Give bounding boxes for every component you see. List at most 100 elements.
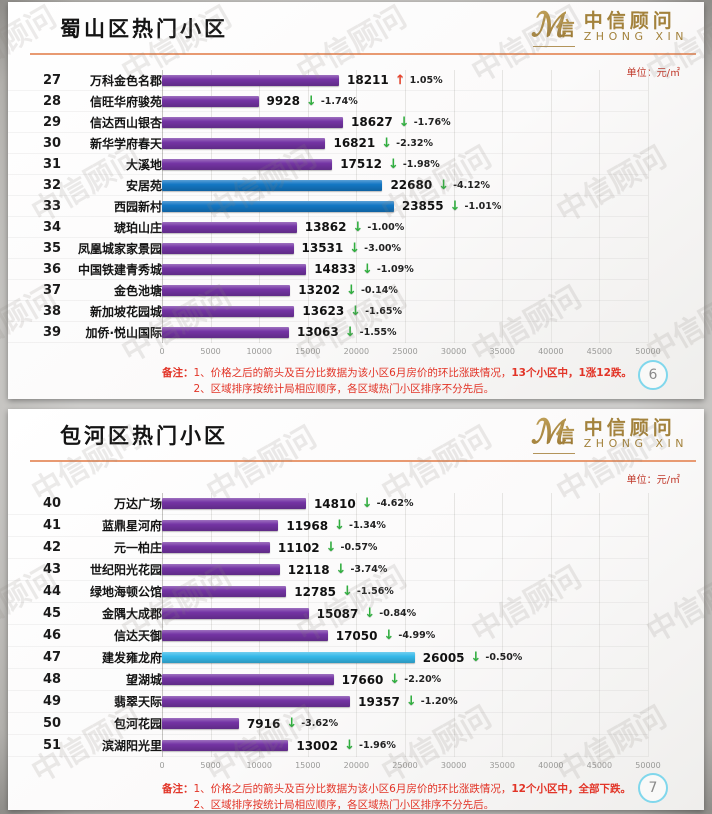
bar-track: 11102 ↓ -0.57%: [162, 541, 648, 555]
x-axis-tick: 50000: [635, 347, 661, 356]
title-underline: [30, 53, 696, 55]
bar-track: 11968 ↓ -1.34%: [162, 519, 648, 533]
brand-name-en: ZHONG XIN: [583, 437, 688, 451]
trend-down-icon: ↓: [334, 518, 345, 533]
chart-row: 43 世纪阳光花园 12118 ↓ -3.74%: [8, 559, 648, 581]
price-value: 17050: [335, 628, 378, 643]
bar-track: 19357 ↓ -1.20%: [162, 695, 648, 709]
page-number-badge: 7: [638, 773, 668, 803]
price-value: 14833: [314, 262, 356, 276]
community-name: 金隅大成郡: [101, 607, 162, 621]
x-axis-tick: 30000: [440, 347, 467, 356]
x-axis-tick: 20000: [343, 347, 370, 356]
price-value: 13623: [302, 304, 345, 318]
x-axis-tick: 25000: [392, 347, 418, 356]
bar-track: 13002 ↓ -1.96%: [162, 739, 648, 753]
bar-track: 18627 ↓ -1.76%: [162, 115, 648, 129]
chart-row: 49 翡翠天际 19357 ↓ -1.20%: [8, 691, 648, 713]
bar-track: 12785 ↓ -1.56%: [162, 585, 648, 599]
community-name: 信达西山银杏: [89, 115, 162, 130]
change-percent: -0.14%: [360, 284, 398, 296]
community-name: 万科金色名郡: [89, 73, 162, 88]
gridline: [356, 493, 358, 757]
bar-track: 17050 ↓ -4.99%: [162, 629, 648, 643]
bar-chart: 27 万科金色名郡 18211 ↑ 1.05% 28 信旺华府骏苑 9928 ↓ -1.74% 29…: [8, 70, 648, 343]
trend-down-icon: ↓: [389, 672, 401, 687]
brand-name-cn: 中信顾问: [583, 416, 676, 439]
x-axis-tick: 30000: [440, 761, 467, 770]
price-value: 23855: [401, 199, 444, 213]
gridline: [210, 493, 212, 757]
bar-track: 13063 ↓ -1.55%: [162, 325, 648, 339]
community-name: 金色池塘: [113, 283, 162, 298]
title-underline: [30, 460, 696, 462]
row-rank: 50: [43, 716, 62, 731]
brand-name-cn: 中信顾问: [583, 9, 676, 32]
price-value: 16821: [333, 136, 376, 150]
footnote: 备注： 1、价格之后的箭头及百分比数据为该小区6月房价的环比涨跌情况，12个小区…: [162, 783, 631, 812]
price-value: 7916: [246, 716, 281, 731]
trend-down-icon: ↓: [286, 716, 298, 731]
footnote: 备注： 1、价格之后的箭头及百分比数据为该小区6月房价的环比涨跌情况，13个小区…: [162, 367, 632, 396]
change-percent: -1.00%: [367, 221, 405, 233]
change-percent: -3.62%: [301, 718, 339, 729]
community-name: 西园新村: [113, 199, 162, 214]
x-axis-tick: 5000: [200, 347, 221, 356]
price-value: 17512: [340, 157, 382, 171]
slide-title: 包河区热门小区: [60, 424, 228, 448]
row-rank: 45: [43, 606, 62, 621]
chart-row: 27 万科金色名郡 18211 ↑ 1.05%: [8, 70, 648, 91]
row-rank: 46: [43, 628, 62, 643]
chart-row: 46 信达天御 17050 ↓ -4.99%: [8, 625, 648, 647]
bar-track: 12118 ↓ -3.74%: [162, 563, 648, 577]
bar-track: 13531 ↓ -3.00%: [162, 241, 648, 255]
change-percent: -1.74%: [320, 95, 358, 107]
change-percent: -0.84%: [379, 608, 417, 619]
price-bar: [162, 608, 309, 619]
price-bar: [162, 137, 326, 149]
trend-down-icon: ↓: [364, 606, 376, 621]
chart-row: 33 西园新村 23855 ↓ -1.01%: [8, 196, 648, 217]
bar-track: 9928 ↓ -1.74%: [162, 94, 648, 108]
chart-row: 34 琥珀山庄 13862 ↓ -1.00%: [8, 217, 648, 238]
row-rank: 44: [43, 584, 62, 599]
x-axis-tick: 10000: [246, 347, 272, 356]
row-rank: 43: [43, 562, 62, 577]
price-value: 13531: [301, 241, 344, 255]
chart-row: 50 包河花园 7916 ↓ -3.62%: [8, 713, 648, 735]
x-axis-tick: 50000: [635, 761, 661, 770]
x-axis-tick: 20000: [343, 761, 370, 770]
bar-track: 22680 ↓ -4.12%: [162, 178, 648, 192]
x-axis-tick: 45000: [586, 347, 613, 356]
brand-name-en: ZHONG XIN: [583, 30, 688, 44]
bar-track: 14810 ↓ -4.62%: [162, 497, 648, 511]
row-rank: 30: [43, 135, 62, 151]
zhongxin-logo-icon: ℳ 信: [531, 5, 577, 47]
community-name: 信达天御: [113, 629, 162, 643]
bar-chart: 40 万达广场 14810 ↓ -4.62% 41 蓝鼎星河府 11968 ↓ -1.34% 42 元…: [8, 493, 648, 757]
row-rank: 32: [43, 177, 62, 193]
price-bar: [162, 718, 239, 729]
x-axis: 0 5000 10000 15000 20000 25000 30000 35000 40000…: [159, 347, 660, 359]
x-axis-tick: 15000: [295, 761, 321, 770]
row-rank: 47: [43, 650, 62, 665]
change-percent: -1.01%: [464, 200, 502, 212]
chart-row: 36 中国铁建青秀城 14833 ↓ -1.09%: [8, 259, 648, 280]
trend-down-icon: ↓: [405, 694, 417, 709]
chart-row: 31 大溪地 17512 ↓ -1.98%: [8, 154, 648, 175]
row-rank: 34: [43, 219, 62, 235]
gridline: [502, 70, 504, 343]
trend-down-icon: ↓: [352, 219, 364, 235]
row-rank: 33: [43, 198, 62, 214]
community-name: 滨湖阳光里: [101, 739, 162, 753]
change-percent: -0.50%: [485, 652, 523, 663]
price-bar: [162, 74, 339, 86]
price-value: 13063: [296, 325, 339, 339]
row-rank: 40: [43, 496, 62, 511]
row-rank: 29: [43, 114, 62, 130]
chart-row: 32 安居苑 22680 ↓ -4.12%: [8, 175, 648, 196]
price-bar: [162, 158, 333, 170]
zhongxin-logo-icon: ℳ 信: [531, 412, 577, 454]
gridline: [550, 70, 552, 343]
change-percent: -1.98%: [402, 158, 440, 170]
